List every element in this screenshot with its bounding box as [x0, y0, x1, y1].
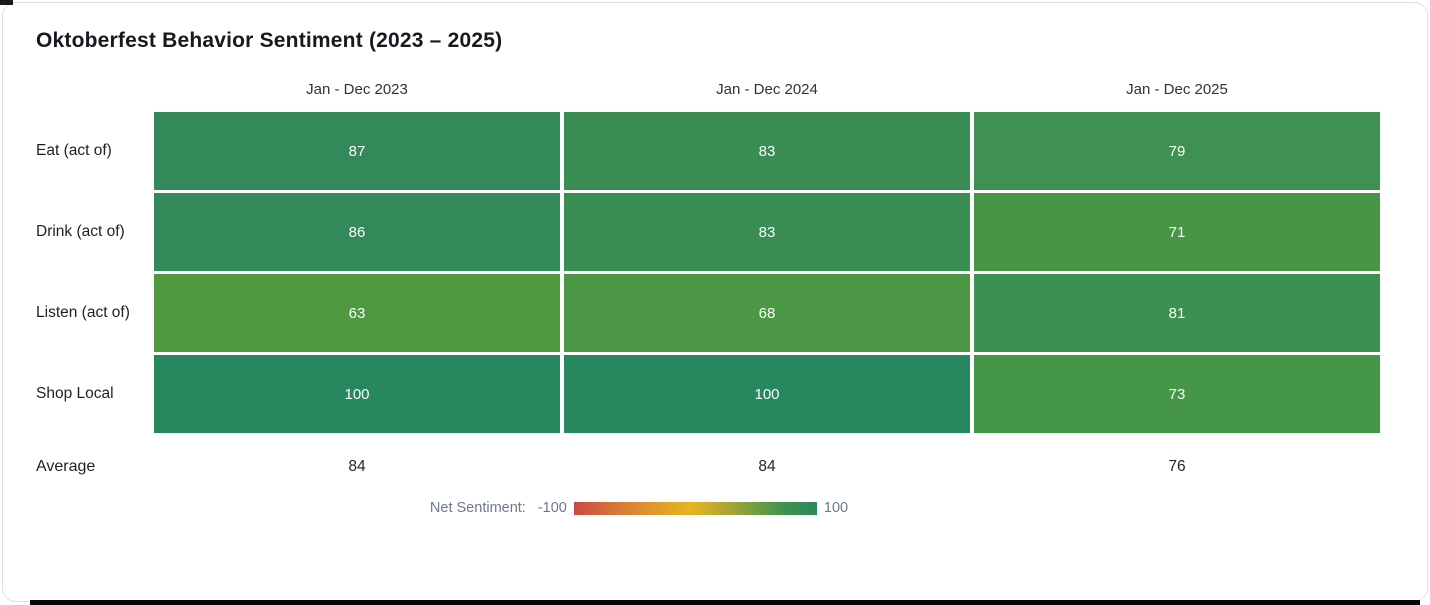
legend-container: Net Sentiment: -100 100 [34, 500, 1244, 516]
heatmap: Jan - Dec 2023 Jan - Dec 2024 Jan - Dec … [34, 79, 1380, 498]
background-edge-artifact-bottom [30, 600, 1420, 605]
heatmap-cell[interactable]: 83 [564, 112, 970, 190]
column-header-2024: Jan - Dec 2024 [716, 81, 818, 98]
average-value: 84 [758, 458, 776, 475]
legend-label: Net Sentiment: [429, 500, 526, 516]
row-label-eat: Eat (act of) [36, 142, 112, 159]
heatmap-cell[interactable]: 71 [974, 193, 1380, 271]
legend-max-value: 100 [823, 500, 849, 516]
heatmap-cell[interactable]: 63 [154, 274, 560, 352]
sentiment-gradient-bar [573, 501, 817, 515]
heatmap-corner-spacer [34, 79, 150, 109]
heatmap-cell[interactable]: 81 [974, 274, 1380, 352]
column-header-2025: Jan - Dec 2025 [1126, 81, 1228, 98]
column-header-2023: Jan - Dec 2023 [306, 81, 408, 98]
row-label-shop-local: Shop Local [36, 385, 114, 402]
heatmap-cell[interactable]: 68 [564, 274, 970, 352]
average-value: 84 [348, 458, 366, 475]
heatmap-cell[interactable]: 100 [154, 355, 560, 433]
heatmap-cell[interactable]: 87 [154, 112, 560, 190]
row-label-listen: Listen (act of) [36, 304, 130, 321]
heatmap-cell[interactable]: 100 [564, 355, 970, 433]
legend-min-value: -100 [537, 500, 567, 516]
heatmap-cell[interactable]: 83 [564, 193, 970, 271]
row-label-drink: Drink (act of) [36, 223, 125, 240]
row-label-average: Average [36, 458, 96, 475]
heatmap-cell[interactable]: 86 [154, 193, 560, 271]
page-title: Oktoberfest Behavior Sentiment (2023 – 2… [36, 29, 503, 52]
heatmap-cell[interactable]: 79 [974, 112, 1380, 190]
heatmap-cell[interactable]: 73 [974, 355, 1380, 433]
average-value: 76 [1168, 458, 1186, 475]
legend: Net Sentiment: -100 100 [430, 500, 848, 516]
background-edge-artifact-top [0, 0, 13, 5]
